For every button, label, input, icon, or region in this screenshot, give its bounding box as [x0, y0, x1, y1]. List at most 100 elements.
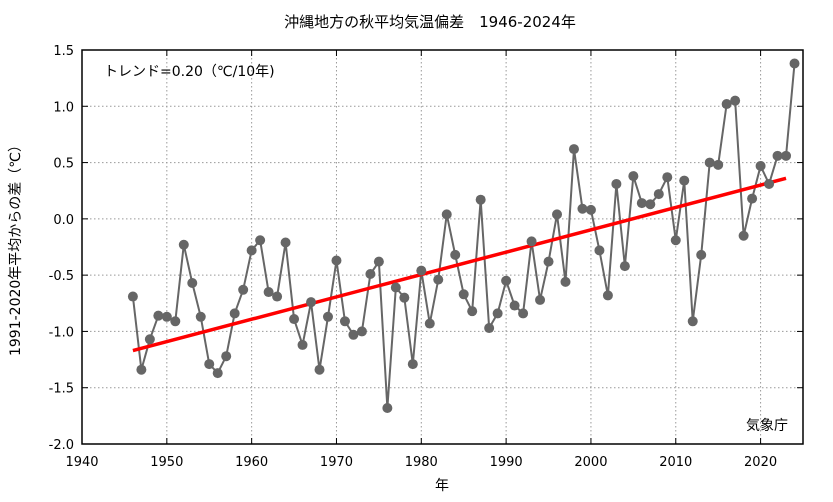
x-tick-label: 1940	[65, 455, 98, 470]
data-point	[407, 359, 418, 370]
data-point	[297, 339, 308, 350]
anomaly-line	[131, 63, 796, 409]
data-point	[645, 199, 656, 210]
data-point	[221, 351, 232, 362]
data-point	[356, 326, 367, 337]
data-point	[424, 318, 435, 329]
data-point	[187, 278, 198, 289]
data-point	[373, 256, 384, 267]
data-point	[713, 159, 724, 170]
data-point	[568, 144, 579, 155]
data-point	[195, 311, 206, 322]
chart-title: 沖縄地方の秋平均気温偏差 1946-2024年	[284, 13, 576, 31]
data-point	[781, 150, 792, 161]
data-point	[594, 245, 605, 256]
data-point	[679, 175, 690, 186]
data-point	[331, 255, 342, 266]
data-point	[704, 157, 715, 168]
y-tick-label: -0.5	[49, 269, 74, 284]
data-point	[238, 284, 249, 295]
data-point	[399, 292, 410, 303]
data-point	[526, 236, 537, 247]
data-point	[764, 178, 775, 189]
data-point	[543, 256, 554, 267]
x-tick-label: 1990	[490, 455, 523, 470]
data-point	[662, 172, 673, 183]
data-point	[653, 189, 664, 200]
data-point	[322, 311, 333, 322]
data-point	[602, 290, 613, 301]
x-tick-label: 1970	[320, 455, 353, 470]
data-point	[560, 276, 571, 287]
data-point	[577, 203, 588, 214]
data-point	[721, 99, 732, 110]
data-point	[585, 204, 596, 215]
data-point	[772, 150, 783, 161]
grid	[82, 50, 803, 444]
x-tick-label: 2000	[574, 455, 607, 470]
data-point	[441, 209, 452, 220]
data-point	[747, 193, 758, 204]
x-tick-label: 1950	[150, 455, 183, 470]
data-point	[755, 160, 766, 171]
x-tick-label: 2010	[659, 455, 692, 470]
data-point	[552, 209, 563, 220]
data-point	[289, 314, 300, 325]
data-point	[280, 237, 291, 248]
data-point	[475, 194, 486, 205]
y-tick-label: 0.5	[53, 157, 74, 172]
data-point	[636, 198, 647, 209]
data-point	[509, 300, 520, 311]
data-point	[628, 171, 639, 182]
data-point	[416, 265, 427, 276]
data-point	[339, 316, 350, 327]
data-point	[518, 308, 529, 319]
data-point	[738, 230, 749, 241]
trend-line	[132, 176, 787, 353]
y-tick-label: -1.5	[49, 382, 74, 397]
y-tick-label: 0.0	[53, 213, 74, 228]
x-axis-label: 年	[435, 478, 449, 494]
source-label: 気象庁	[746, 418, 788, 434]
data-point	[433, 274, 444, 285]
data-point	[161, 311, 172, 322]
data-point	[348, 329, 359, 340]
data-point	[467, 306, 478, 317]
data-point	[484, 323, 495, 334]
data-point	[450, 249, 461, 260]
y-tick-label: 1.0	[53, 100, 74, 115]
data-point	[365, 269, 376, 280]
data-point	[153, 310, 164, 321]
data-point	[670, 235, 681, 246]
data-point	[246, 245, 257, 256]
data-point	[314, 364, 325, 375]
data-point	[272, 291, 283, 302]
x-tick-label: 1960	[235, 455, 268, 470]
data-point	[204, 359, 215, 370]
series-layer	[127, 58, 800, 413]
data-point	[306, 297, 317, 308]
data-point	[535, 294, 546, 305]
data-point	[170, 316, 181, 327]
axis-ticks: 1940 1950 1960 1970 1980 1990 2000 2010 2020 -2.0…	[49, 44, 803, 470]
data-point	[789, 58, 800, 69]
y-tick-label: -1.0	[49, 325, 74, 340]
data-point	[730, 95, 741, 106]
data-point	[144, 334, 155, 345]
data-point	[619, 261, 630, 272]
x-tick-label: 2020	[744, 455, 777, 470]
data-point	[382, 402, 393, 413]
y-tick-label: 1.5	[53, 44, 74, 59]
data-point	[390, 282, 401, 293]
data-point	[611, 178, 622, 189]
x-tick-label: 1980	[405, 455, 438, 470]
y-axis-label: 1991-2020年平均からの差（℃）	[8, 138, 24, 356]
data-point	[501, 275, 512, 286]
data-point	[127, 291, 138, 302]
data-point	[136, 364, 147, 375]
data-point	[492, 308, 503, 319]
data-point	[458, 289, 469, 300]
data-point	[229, 308, 240, 319]
data-point	[687, 316, 698, 327]
data-point	[696, 249, 707, 260]
